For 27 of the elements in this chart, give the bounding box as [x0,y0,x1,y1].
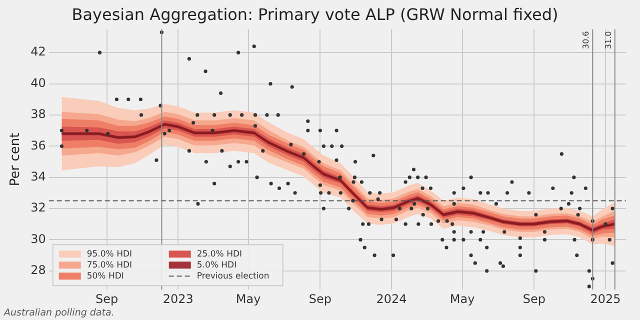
y-tick-label: 28 [30,263,46,278]
chart-title: Bayesian Aggregation: Primary vote ALP (GRW Normal fixed) [72,4,558,24]
x-tick-label: 2025 [590,292,621,306]
x-tick-label: May [236,292,261,306]
ref-line-label: 30.6 [582,31,591,50]
x-tick-label: Sep [308,292,332,306]
y-axis-title: Per cent [8,132,24,186]
text: Australian polling data. [3,308,114,319]
y-tick-label: 34 [30,169,46,184]
legend-label: 75.0% HDI [86,260,132,270]
x-tick-label: Sep [522,292,546,306]
ref-line-label: 31.0 [604,31,613,50]
legend-label: 95.0% HDI [86,249,132,260]
legend-label: 5.0% HDI [196,260,237,270]
legend-label: 50% HDI [86,271,124,282]
legend-label: 25.0% HDI [196,249,242,260]
y-tick-label: 38 [30,107,46,122]
x-tick-label: 2023 [162,292,194,306]
x-tick-label: 2024 [376,292,407,306]
y-tick-label: 30 [30,232,46,246]
y-tick-label: 42 [30,44,46,59]
legend-label: Previous election [196,271,270,282]
y-tick-label: 32 [30,200,46,215]
x-tick-label: May [450,292,475,306]
x-tick-label: Sep [95,292,118,306]
y-tick-label: 40 [30,76,46,90]
y-tick-label: 36 [30,138,46,152]
